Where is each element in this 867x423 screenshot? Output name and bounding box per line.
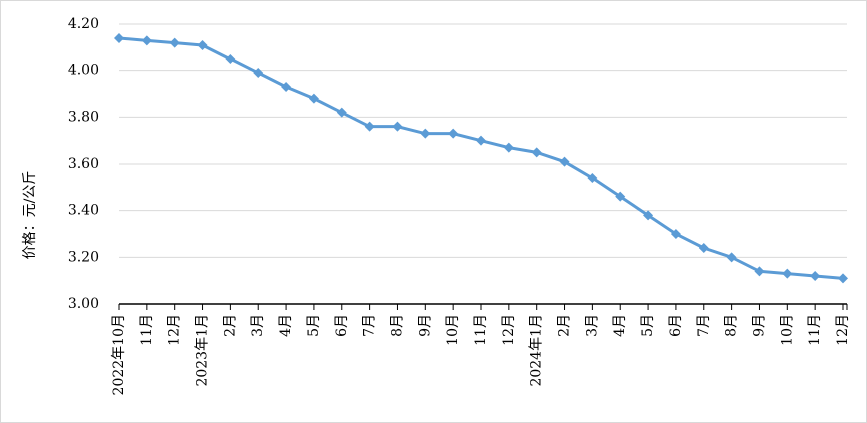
x-tick-label: 6月: [334, 314, 350, 337]
data-point: [643, 210, 654, 221]
data-point: [838, 273, 848, 284]
y-tick-label: 3.00: [68, 296, 99, 312]
data-point: [169, 37, 180, 48]
data-point: [420, 128, 431, 139]
x-tick-label: 7月: [362, 314, 378, 337]
data-point: [615, 191, 626, 202]
data-point: [281, 82, 292, 92]
x-tick-label: 9月: [751, 314, 767, 337]
data-point: [670, 229, 681, 239]
data-point: [392, 121, 403, 132]
y-axis-label: 价格：元/公斤: [22, 171, 38, 260]
data-point: [197, 40, 208, 50]
x-tick-label: 12月: [501, 314, 517, 346]
x-tick-label: 2月: [222, 314, 238, 337]
y-tick-label: 3.40: [68, 203, 99, 219]
data-point: [448, 128, 459, 139]
data-point: [587, 173, 598, 183]
data-point: [253, 68, 264, 78]
data-point: [308, 93, 319, 104]
x-tick-label: 2023年1月: [195, 314, 211, 387]
data-point: [726, 252, 737, 263]
x-tick-label: 2月: [557, 314, 573, 337]
x-tick-label: 2022年10月: [111, 314, 127, 395]
data-point: [336, 107, 347, 118]
x-tick-label: 8月: [389, 314, 405, 337]
x-tick-label: 6月: [668, 314, 684, 337]
x-tick-label: 8月: [724, 314, 740, 337]
x-tick-label: 3月: [250, 314, 266, 337]
x-tick-label: 11月: [139, 314, 155, 346]
x-tick-label: 7月: [696, 314, 712, 337]
data-point: [698, 243, 709, 253]
data-point: [503, 142, 514, 153]
x-tick-label: 4月: [278, 314, 294, 337]
x-tick-label: 11月: [473, 314, 489, 346]
y-tick-label: 3.20: [68, 249, 99, 265]
x-tick-label: 10月: [445, 314, 461, 346]
x-tick-label: 2024年1月: [529, 314, 545, 387]
data-point: [114, 33, 124, 43]
data-point: [225, 54, 236, 64]
y-tick-label: 4.20: [68, 16, 99, 32]
x-tick-label: 4月: [612, 314, 628, 337]
data-point: [782, 268, 793, 279]
x-tick-label: 5月: [640, 314, 656, 337]
data-point: [141, 35, 152, 46]
data-point: [364, 121, 375, 132]
data-point: [559, 156, 570, 167]
x-tick-label: 12月: [167, 314, 183, 346]
y-tick-label: 4.00: [68, 63, 99, 79]
x-tick-label: 5月: [306, 314, 322, 337]
y-tick-label: 3.80: [68, 109, 99, 125]
x-tick-label: 9月: [417, 314, 433, 337]
x-tick-label: 3月: [584, 314, 600, 337]
data-point: [476, 135, 486, 146]
x-tick-label: 10月: [779, 314, 795, 346]
data-point: [754, 266, 765, 277]
data-point: [531, 147, 542, 158]
data-point: [810, 271, 821, 281]
y-tick-label: 3.60: [68, 156, 99, 172]
x-tick-label: 12月: [835, 314, 851, 346]
x-tick-label: 11月: [807, 314, 823, 346]
